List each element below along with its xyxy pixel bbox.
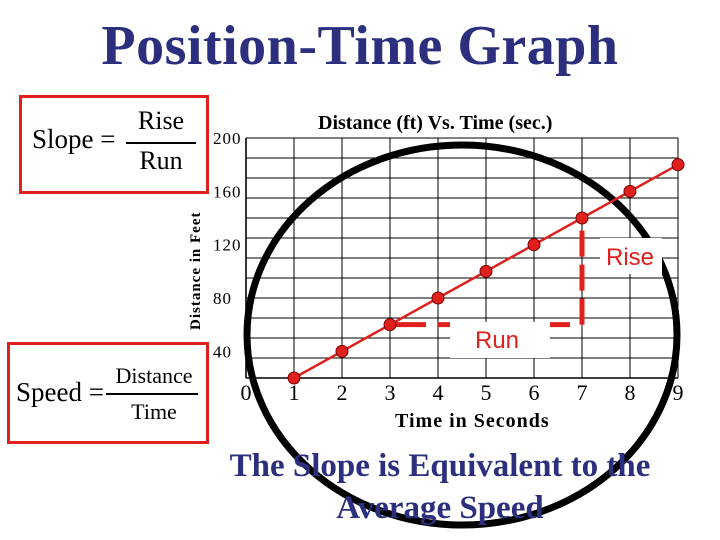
y-tick-label: 200 (213, 129, 242, 148)
speed-fraction-bar (106, 393, 198, 395)
data-point (431, 291, 445, 305)
highlight-circle (243, 141, 681, 529)
y-tick-label: 40 (213, 342, 232, 361)
slope-denominator: Run (139, 146, 183, 175)
page-title: Position-Time Graph (101, 15, 619, 77)
chart-title: Distance (ft) Vs. Time (sec.) (318, 112, 553, 134)
data-point (671, 158, 685, 172)
x-tick-label: 4 (433, 380, 444, 405)
x-tick-label: 0 (241, 380, 252, 405)
run-label-bg (450, 322, 550, 358)
x-tick-label: 2 (337, 380, 348, 405)
y-tick-label: 160 (213, 182, 242, 201)
data-point (335, 344, 349, 358)
x-tick-label: 9 (673, 380, 684, 405)
slope-numerator: Rise (137, 106, 185, 135)
x-tick-label: 6 (529, 380, 540, 405)
run-label: Run (475, 327, 519, 354)
rise-label-bg (600, 238, 662, 274)
data-point (623, 184, 637, 198)
data-point (527, 238, 541, 252)
slope-formula-box: Slope = Rise Run (19, 95, 209, 194)
x-tick-label: 3 (385, 380, 396, 405)
data-point (575, 211, 589, 225)
speed-numerator: Distance (115, 363, 193, 388)
data-point (479, 264, 493, 278)
data-point (383, 318, 397, 332)
data-point (287, 371, 301, 385)
y-tick-label: 120 (213, 236, 242, 255)
y-tick-label: 80 (213, 289, 232, 308)
x-tick-label: 1 (289, 380, 300, 405)
x-tick-label: 5 (481, 380, 492, 405)
speed-formula-box: Speed = Distance Time (7, 342, 209, 444)
speed-label: Speed = (16, 377, 104, 407)
rise-label: Rise (606, 244, 654, 271)
x-axis-label: Time in Seconds (395, 410, 550, 432)
speed-denominator: Time (131, 399, 177, 424)
slope-caption: The Slope is Equivalent to the Average S… (229, 448, 651, 526)
x-tick-label: 7 (577, 380, 588, 405)
slope-label: Slope = (32, 124, 116, 154)
slope-fraction-bar (126, 142, 196, 144)
x-tick-label: 8 (625, 380, 636, 405)
